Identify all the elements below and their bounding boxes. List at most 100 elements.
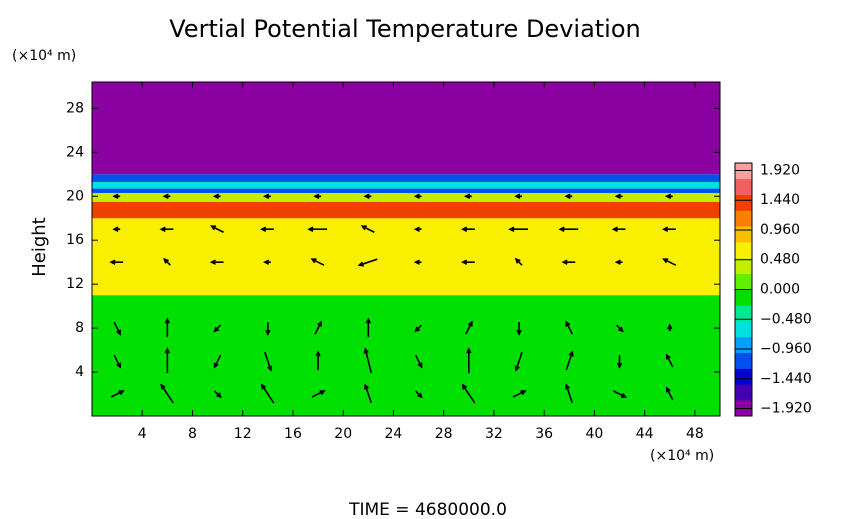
x-tick-label: 8 xyxy=(188,426,197,442)
colorbar-segment xyxy=(735,384,752,401)
colorbar-segment xyxy=(735,163,752,180)
wind-vector xyxy=(263,193,271,199)
wind-vector xyxy=(360,225,375,233)
colorbar-segment xyxy=(735,321,752,338)
wind-vector xyxy=(465,320,473,335)
wind-vector xyxy=(313,193,322,199)
wind-vector xyxy=(564,383,574,404)
wind-vector xyxy=(565,350,574,371)
wind-vector xyxy=(665,353,674,368)
colorbar-segment xyxy=(735,210,752,227)
wind-vector xyxy=(162,193,171,199)
y-unit: (×10⁴ m) xyxy=(12,48,76,64)
field-band xyxy=(92,174,720,182)
colorbar-label: 1.440 xyxy=(760,192,800,208)
colorbar-label: 1.920 xyxy=(760,162,800,178)
colorbar-label: −0.960 xyxy=(760,341,812,357)
y-tick-label: 20 xyxy=(66,188,84,204)
wind-vector xyxy=(112,193,121,199)
wind-vector xyxy=(614,193,623,199)
x-tick-label: 40 xyxy=(585,426,603,442)
y-tick-label: 4 xyxy=(75,364,84,380)
wind-vector xyxy=(363,383,373,404)
wind-vector xyxy=(265,322,271,336)
field-band xyxy=(92,295,720,416)
wind-vector xyxy=(113,354,121,369)
wind-vector xyxy=(661,226,676,232)
x-tick-label: 4 xyxy=(138,426,147,442)
wind-vector xyxy=(414,390,423,399)
wind-vector xyxy=(112,226,121,232)
colorbar-segment xyxy=(735,289,752,306)
x-tick-label: 28 xyxy=(435,426,453,442)
colorbar-segment xyxy=(735,178,752,195)
field-band xyxy=(92,188,720,193)
wind-vector xyxy=(260,383,275,404)
wind-vector xyxy=(565,320,573,335)
wind-vector xyxy=(311,390,326,398)
wind-vector xyxy=(164,317,171,338)
wind-vector xyxy=(160,383,175,404)
x-tick-label: 16 xyxy=(284,426,302,442)
wind-vector xyxy=(213,354,222,369)
x-tick-label: 44 xyxy=(636,426,654,442)
y-label: Height xyxy=(29,217,50,277)
colorbar-segment xyxy=(735,368,752,385)
wind-vector xyxy=(461,383,476,404)
colorbar-segment xyxy=(735,273,752,290)
colorbar-label: −0.480 xyxy=(760,311,812,327)
chart-title: Vertial Potential Temperature Deviation xyxy=(169,15,641,43)
wind-vector xyxy=(508,226,529,232)
x-tick-label: 36 xyxy=(535,426,553,442)
wind-vector xyxy=(159,226,174,232)
colorbar-label: 0.480 xyxy=(760,252,800,268)
colorbar-label: 0.000 xyxy=(760,282,800,298)
wind-vector xyxy=(613,390,628,398)
colorbar-label: −1.920 xyxy=(760,401,812,417)
colorbar-segment xyxy=(735,305,752,322)
x-tick-label: 20 xyxy=(334,426,352,442)
wind-vector xyxy=(213,324,222,333)
field-band xyxy=(92,82,720,175)
wind-vector xyxy=(163,257,171,266)
y-tick-label: 12 xyxy=(66,276,84,292)
wind-vector xyxy=(514,351,523,372)
field-band xyxy=(92,192,720,202)
x-tick-label: 24 xyxy=(385,426,403,442)
wind-vector xyxy=(260,226,274,232)
wind-vector xyxy=(212,193,221,199)
wind-vector xyxy=(667,323,673,332)
wind-vector xyxy=(209,225,224,233)
wind-vector xyxy=(558,226,579,232)
wind-vector xyxy=(263,259,271,265)
wind-vector xyxy=(363,193,372,199)
colorbar-segment xyxy=(735,194,752,211)
x-tick-label: 48 xyxy=(686,426,704,442)
y-tick-label: 16 xyxy=(66,232,84,248)
wind-vector xyxy=(461,259,475,265)
wind-vector xyxy=(615,324,624,333)
x-tick-label: 32 xyxy=(485,426,503,442)
x-unit: (×10⁴ m) xyxy=(650,448,714,464)
wind-vector xyxy=(564,193,573,199)
wind-vector xyxy=(209,259,224,265)
wind-vector xyxy=(616,355,623,369)
wind-vector xyxy=(110,390,125,398)
colorbar-segment xyxy=(735,352,752,369)
wind-vector xyxy=(464,193,472,199)
wind-vector xyxy=(614,259,623,265)
field-band xyxy=(92,181,720,189)
y-tick-label: 8 xyxy=(75,320,84,336)
wind-vector xyxy=(314,320,322,335)
colorbar-segment xyxy=(735,336,752,354)
wind-vector xyxy=(516,322,522,336)
colorbar-segment xyxy=(735,226,752,243)
wind-vector xyxy=(665,386,674,401)
y-tick-label: 28 xyxy=(66,100,84,116)
colorbar-label: −1.440 xyxy=(760,371,812,387)
wind-vector xyxy=(315,350,321,371)
wind-vector xyxy=(512,390,527,398)
wind-vector xyxy=(363,347,373,374)
wind-vector xyxy=(214,390,222,399)
